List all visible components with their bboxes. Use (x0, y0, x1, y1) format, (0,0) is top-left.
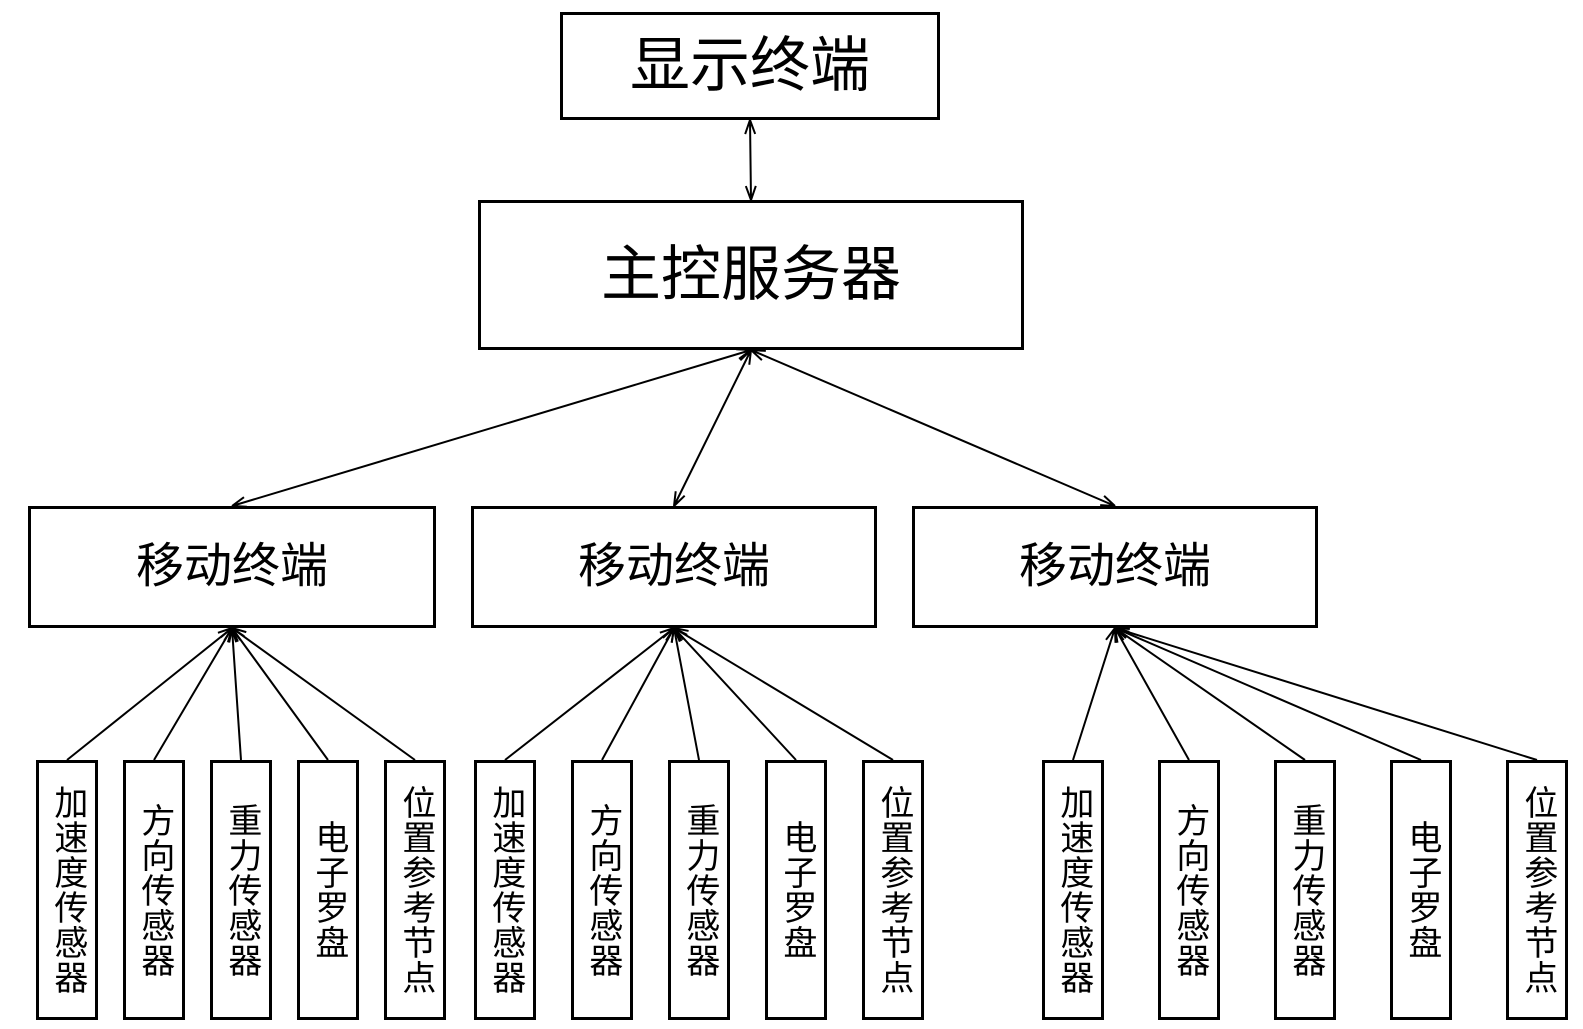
edge (674, 350, 751, 506)
edge (602, 628, 674, 760)
node-label: 重力传感器 (681, 803, 717, 978)
node-sensor-l_2_4: 电子罗盘 (765, 760, 827, 1020)
node-sensor-l_1_4: 电子罗盘 (297, 760, 359, 1020)
node-mobile-terminal-3: 移动终端 (912, 506, 1318, 628)
edge (67, 628, 232, 760)
node-label: 方向传感器 (136, 803, 172, 978)
node-label: 移动终端 (1019, 542, 1211, 592)
node-label: 加速度传感器 (49, 785, 85, 995)
edge (1115, 628, 1305, 760)
edge (1115, 628, 1189, 760)
node-label: 位置参考节点 (397, 785, 433, 995)
node-label: 加速度传感器 (487, 785, 523, 995)
edge (672, 628, 699, 760)
edge (674, 628, 893, 760)
node-sensor-l_2_1: 加速度传感器 (474, 760, 536, 1020)
node-sensor-l_3_2: 方向传感器 (1158, 760, 1220, 1020)
node-sensor-l_1_5: 位置参考节点 (384, 760, 446, 1020)
edge (1115, 628, 1421, 760)
diagram-canvas: { "type": "tree", "canvas": { "w": 1583,… (0, 0, 1583, 1029)
node-main-server: 主控服务器 (478, 200, 1024, 350)
node-label: 加速度传感器 (1055, 785, 1091, 995)
node-label: 位置参考节点 (1519, 785, 1555, 995)
node-sensor-l_3_3: 重力传感器 (1274, 760, 1336, 1020)
node-mobile-terminal-1: 移动终端 (28, 506, 436, 628)
edge (505, 628, 674, 760)
node-label: 位置参考节点 (875, 785, 911, 995)
edge (674, 628, 796, 760)
node-label: 电子罗盘 (1403, 820, 1439, 960)
node-label: 移动终端 (578, 542, 770, 592)
node-label: 主控服务器 (601, 244, 901, 307)
edge (751, 350, 1115, 506)
edge (228, 628, 241, 760)
node-label: 方向传感器 (1171, 803, 1207, 978)
node-sensor-l_3_5: 位置参考节点 (1506, 760, 1568, 1020)
node-label: 方向传感器 (584, 803, 620, 978)
node-label: 重力传感器 (223, 803, 259, 978)
edge (745, 120, 756, 200)
edge (232, 349, 751, 507)
node-display-terminal: 显示终端 (560, 12, 940, 120)
node-sensor-l_1_2: 方向传感器 (123, 760, 185, 1020)
node-label: 重力传感器 (1287, 803, 1323, 978)
node-label: 显示终端 (630, 35, 870, 98)
node-sensor-l_3_1: 加速度传感器 (1042, 760, 1104, 1020)
node-label: 电子罗盘 (778, 820, 814, 960)
edge (1073, 628, 1116, 760)
edge (1115, 627, 1537, 760)
node-mobile-terminal-2: 移动终端 (471, 506, 877, 628)
edge (232, 628, 328, 760)
edge (154, 628, 232, 760)
edge (232, 628, 415, 760)
node-sensor-l_2_5: 位置参考节点 (862, 760, 924, 1020)
node-sensor-l_1_1: 加速度传感器 (36, 760, 98, 1020)
node-sensor-l_2_3: 重力传感器 (668, 760, 730, 1020)
node-sensor-l_2_2: 方向传感器 (571, 760, 633, 1020)
node-sensor-l_3_4: 电子罗盘 (1390, 760, 1452, 1020)
node-sensor-l_1_3: 重力传感器 (210, 760, 272, 1020)
node-label: 移动终端 (136, 542, 328, 592)
node-label: 电子罗盘 (310, 820, 346, 960)
